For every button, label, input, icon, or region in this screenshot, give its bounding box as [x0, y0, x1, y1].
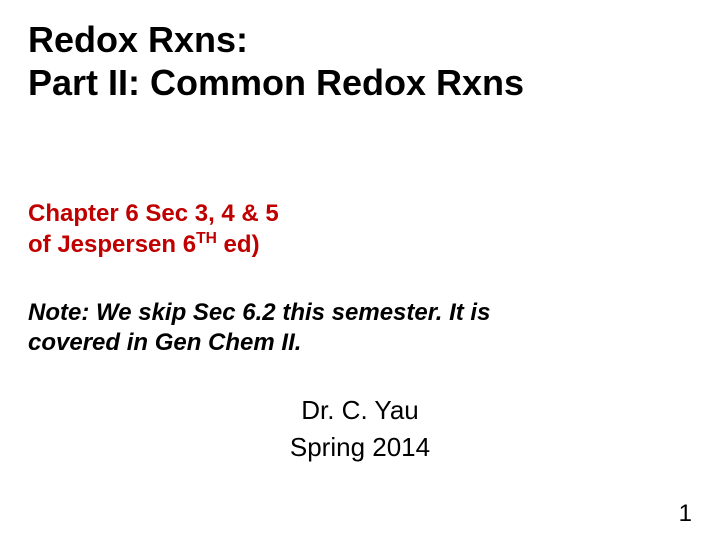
chapter-line-2-post: ed)	[217, 231, 260, 258]
author-term: Spring 2014	[290, 432, 430, 462]
skip-note: Note: We skip Sec 6.2 this semester. It …	[28, 298, 692, 358]
chapter-line-1: Chapter 6 Sec 3, 4 & 5	[28, 200, 279, 227]
author-name: Dr. C. Yau	[301, 395, 419, 425]
author-block: Dr. C. Yau Spring 2014	[28, 392, 692, 465]
slide-content: Redox Rxns: Part II: Common Redox Rxns C…	[0, 0, 720, 540]
chapter-reference: Chapter 6 Sec 3, 4 & 5 of Jespersen 6TH …	[28, 199, 692, 260]
chapter-line-2-pre: of Jespersen 6	[28, 231, 196, 258]
note-line-2: covered in Gen Chem II.	[28, 329, 301, 356]
note-line-1: Note: We skip Sec 6.2 this semester. It …	[28, 299, 490, 326]
title-line-1: Redox Rxns:	[28, 19, 248, 60]
chapter-line-2-sup: TH	[196, 230, 217, 247]
title-line-2: Part II: Common Redox Rxns	[28, 62, 524, 103]
page-number: 1	[679, 500, 692, 528]
slide-title: Redox Rxns: Part II: Common Redox Rxns	[28, 18, 692, 104]
